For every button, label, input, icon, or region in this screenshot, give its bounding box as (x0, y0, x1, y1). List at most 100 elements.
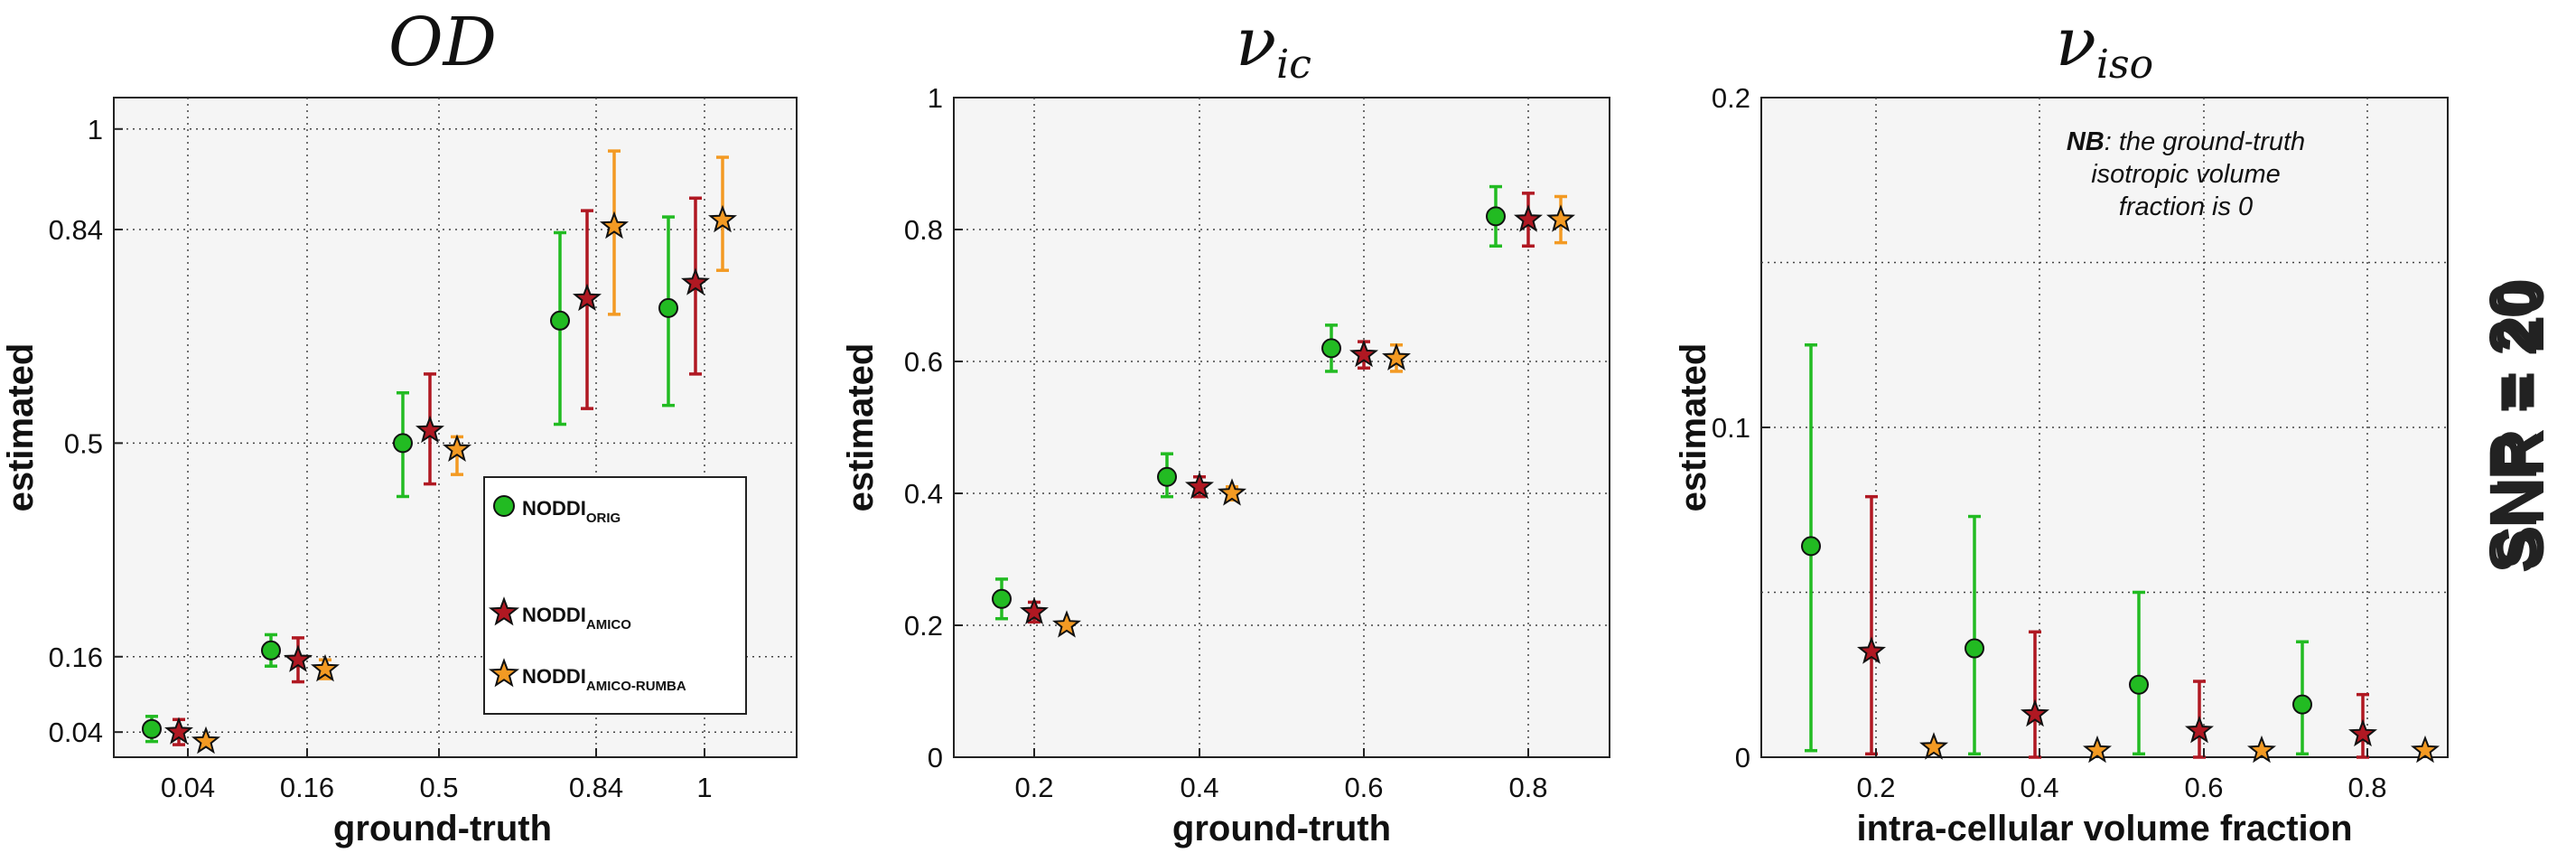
rumba-point (2082, 735, 2113, 764)
y-tick-label: 0.2 (904, 610, 943, 642)
nu-ic-x-ticks: 0.2 0.4 0.6 0.8 (1014, 748, 1548, 803)
od-x-ticks: 0.04 0.16 0.5 0.84 1 (161, 748, 713, 803)
amico-point (1349, 339, 1379, 368)
rumba-point (2410, 735, 2441, 764)
amico-point (1019, 596, 1050, 624)
nu-iso-y-label: estimated (1674, 343, 1713, 512)
amico-point (1184, 471, 1215, 500)
orig-point (1321, 338, 1341, 359)
note-line-3: fraction is 0 (2119, 192, 2253, 221)
amico-point (572, 283, 602, 312)
orig-point (992, 588, 1012, 609)
nu-ic-title: νic (1236, 4, 1311, 88)
nu-iso-title: νiso (2056, 4, 2153, 88)
nu-ic-y-label: estimated (841, 343, 881, 512)
y-tick-label: 0.6 (904, 346, 943, 378)
od-y-ticks: 0.04 0.16 0.5 0.84 1 (49, 114, 123, 748)
legend-rumba-marker (488, 658, 520, 688)
y-tick-label: 0.4 (904, 478, 943, 510)
y-tick-label: 1 (88, 114, 103, 145)
nu-iso-x-ticks: 0.2 0.4 0.6 0.8 (1856, 748, 2387, 803)
x-tick-label: 0.8 (1508, 772, 1547, 803)
rumba-point (191, 726, 221, 755)
od-panel: 0.04 0.16 0.5 0.84 1 0.04 0.16 0.5 0.84 1 OD gro… (1, 4, 798, 848)
x-tick-label: 0.8 (2347, 772, 2386, 803)
amico-point (2184, 715, 2215, 744)
orig-point (261, 640, 281, 661)
rumba-point (1918, 732, 1949, 760)
legend-orig-marker (493, 495, 515, 517)
od-y-label: estimated (1, 343, 41, 512)
y-tick-label: 0.8 (904, 214, 943, 246)
note-annotation: NB: the ground-truth isotropic volume fr… (2067, 127, 2305, 221)
amico-point (2347, 718, 2378, 747)
y-tick-label: 0.5 (64, 427, 103, 459)
x-tick-label: 0.6 (2184, 772, 2223, 803)
legend-rumba-label: NODDIAMICO-RUMBA (522, 665, 686, 694)
legend-amico-marker (488, 596, 520, 626)
rumba-point (599, 211, 630, 239)
x-tick-label: 0.2 (1856, 772, 1895, 803)
note-line-2: isotropic volume (2091, 160, 2281, 189)
od-x-label: ground-truth (333, 809, 552, 848)
x-tick-label: 0.04 (161, 772, 215, 803)
x-tick-label: 0.5 (419, 772, 458, 803)
y-tick-label: 0.2 (1712, 82, 1750, 114)
nu-iso-panel: 0 0.1 0.2 0.2 0.4 0.6 0.8 νiso intra-cellular… (1674, 4, 2449, 848)
legend-amico-label: NODDIAMICO (522, 604, 631, 633)
amico-point (1856, 636, 1887, 664)
rumba-point (1051, 610, 1082, 638)
legend: NODDIORIG NODDIAMICO NODDIAMICO-RUMBA (483, 476, 747, 715)
y-tick-label: 0.84 (49, 214, 103, 246)
amico-point (2020, 698, 2050, 727)
nu-iso-marks (1801, 343, 2441, 764)
nu-iso-grid (1761, 98, 2448, 757)
amico-point (415, 415, 445, 444)
orig-point (2292, 694, 2312, 715)
nu-iso-x-label: intra-cellular volume fraction (1856, 809, 2352, 848)
nu-ic-panel: 0 0.2 0.4 0.6 0.8 1 0.2 0.4 0.6 0.8 νic ground-t… (841, 4, 1610, 848)
y-tick-label: 0.16 (49, 642, 103, 673)
nu-ic-y-ticks: 0 0.2 0.4 0.6 0.8 1 (904, 82, 963, 773)
rumba-point (310, 653, 341, 682)
x-tick-label: 0.6 (1344, 772, 1383, 803)
x-tick-label: 0.4 (2020, 772, 2058, 803)
snr-label: SNR = 20 SNR = 20 (2476, 278, 2558, 574)
nu-ic-marks (992, 184, 1576, 638)
x-tick-label: 0.16 (280, 772, 334, 803)
amico-point (1513, 204, 1544, 232)
rumba-point (1217, 478, 1247, 506)
orig-point (658, 297, 678, 318)
x-tick-label: 0.84 (569, 772, 623, 803)
rumba-point (2246, 735, 2277, 764)
orig-point (550, 310, 570, 331)
x-tick-label: 0.4 (1180, 772, 1218, 803)
x-tick-label: 0.2 (1014, 772, 1053, 803)
orig-point (393, 433, 413, 454)
orig-point (142, 718, 162, 739)
y-tick-label: 0.04 (49, 717, 103, 748)
amico-point (163, 717, 194, 745)
y-tick-label: 1 (928, 82, 943, 114)
nu-ic-x-label: ground-truth (1172, 809, 1391, 848)
y-tick-label: 0 (928, 742, 943, 773)
snr-label-shadow: SNR = 20 (2483, 278, 2558, 570)
orig-point (2129, 674, 2149, 695)
amico-point (680, 267, 711, 295)
orig-point (1801, 536, 1821, 557)
legend-orig-label: NODDIORIG (522, 497, 621, 526)
od-marks (142, 149, 738, 755)
rumba-point (707, 204, 738, 233)
rumba-point (1545, 204, 1576, 232)
rumba-point (1381, 342, 1412, 371)
legend-box (483, 476, 747, 715)
y-tick-label: 0.1 (1712, 412, 1750, 444)
nu-iso-y-ticks: 0 0.1 0.2 (1712, 82, 1770, 773)
note-line-1: NB: the ground-truth (2067, 127, 2305, 156)
nu-ic-plot-area (953, 97, 1610, 758)
y-tick-label: 0 (1735, 742, 1750, 773)
orig-point (1157, 466, 1177, 487)
x-tick-label: 1 (696, 772, 712, 803)
od-title: OD (388, 4, 497, 81)
